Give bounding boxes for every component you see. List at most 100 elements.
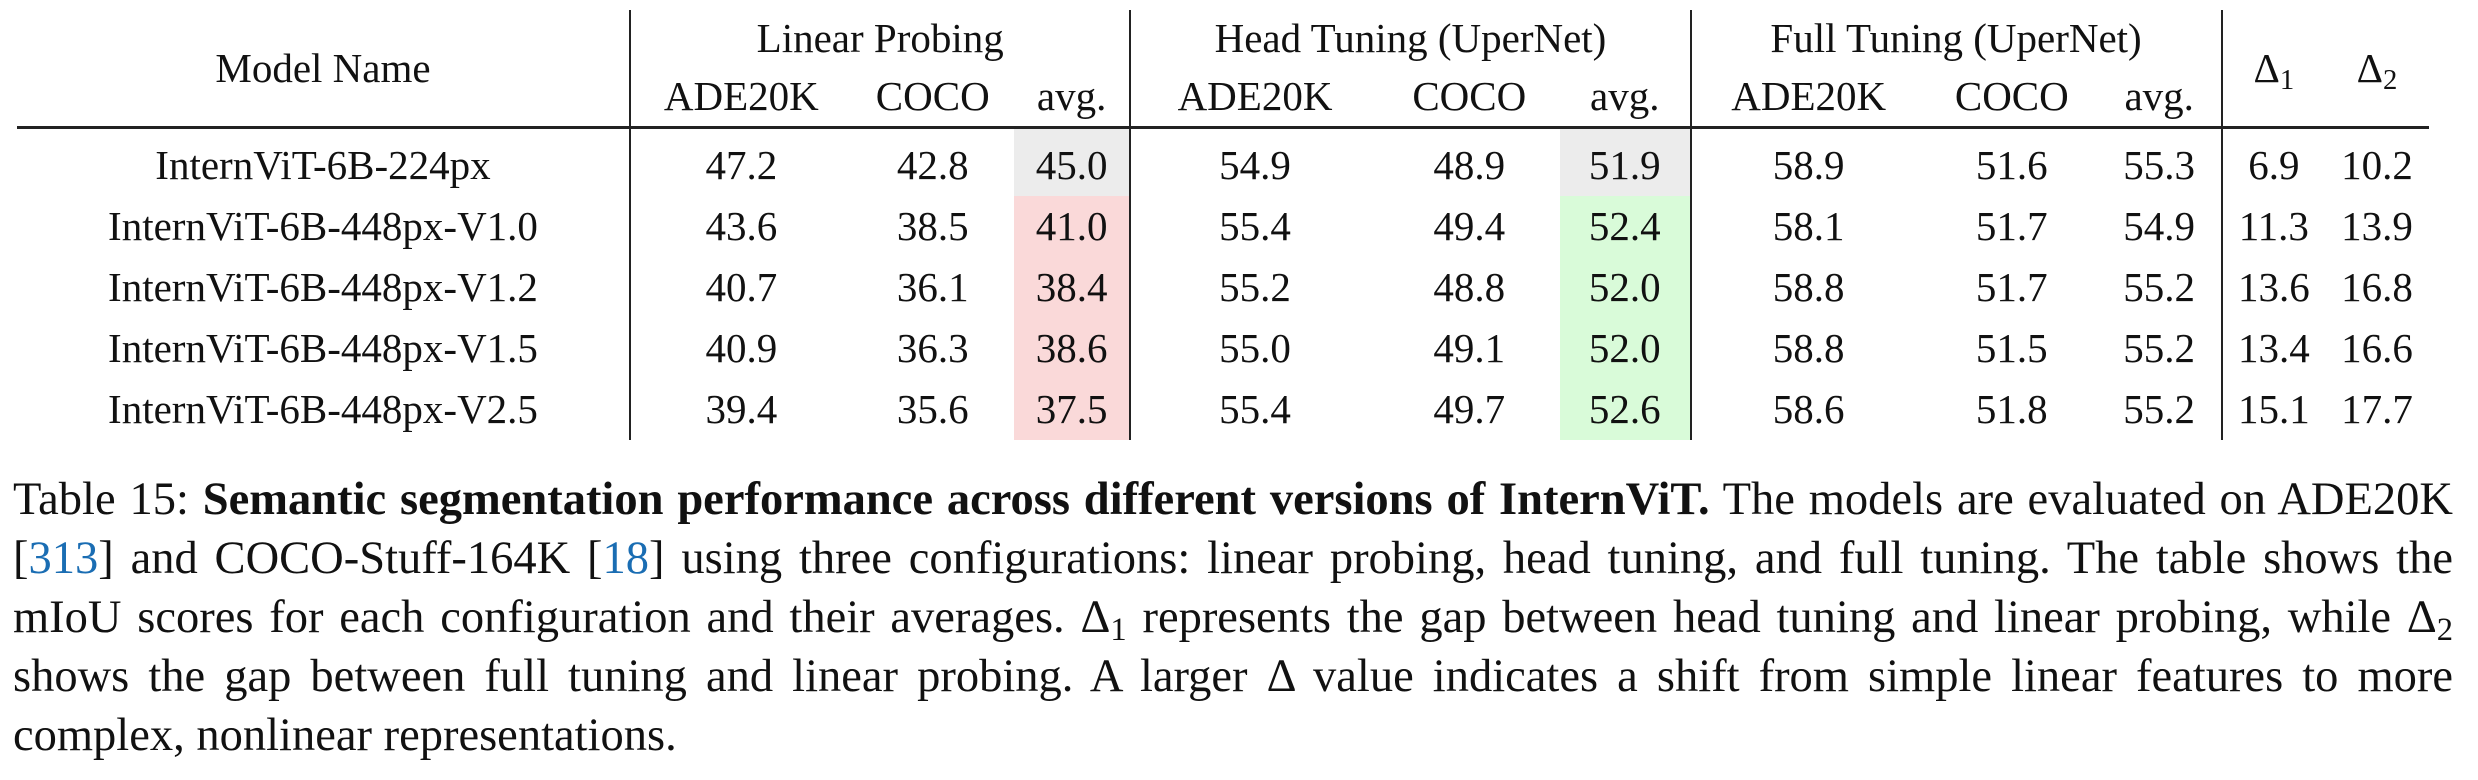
model-name-cell: InternViT-6B-448px-V1.5 xyxy=(17,318,631,379)
delta1-subscript: 1 xyxy=(2279,63,2295,96)
value-cell: 49.4 xyxy=(1433,203,1506,249)
value-cell: 55.2 xyxy=(1219,264,1291,310)
value-cell-baseline: 51.9 xyxy=(1559,127,1692,196)
citation-link[interactable]: 313 xyxy=(28,533,99,584)
delta1-cell: 15.1 xyxy=(2237,386,2310,432)
delta-symbol: Δ xyxy=(1080,592,1111,643)
value-cell-baseline: 45.0 xyxy=(1013,127,1132,196)
header-row-columns: ADE20K COCO avg. ADE20K COCO avg. ADE20K… xyxy=(17,67,2429,129)
table-caption: Table 15: Semantic segmentation performa… xyxy=(13,470,2453,765)
value-cell: 38.5 xyxy=(896,203,969,249)
table-row: InternViT-6B-448px-V1.2 40.7 36.1 38.4 5… xyxy=(17,257,2429,318)
value-cell: 55.2 xyxy=(2097,257,2223,318)
column-header-ft-avg: avg. xyxy=(2097,67,2223,129)
value-cell: 47.2 xyxy=(705,142,778,188)
delta2-subscript: 2 xyxy=(2383,63,2398,96)
value-cell-decrease: 41.0 xyxy=(1013,196,1132,257)
column-header-ht-ade20k: ADE20K xyxy=(1130,67,1379,129)
value-cell: 43.6 xyxy=(705,203,778,249)
value-cell: 40.7 xyxy=(705,264,778,310)
value-cell-decrease: 37.5 xyxy=(1013,379,1132,440)
value-cell-increase: 52.4 xyxy=(1559,196,1692,257)
table-row: InternViT-6B-448px-V1.5 40.9 36.3 38.6 5… xyxy=(17,318,2429,379)
table-row: InternViT-6B-448px-V2.5 39.4 35.6 37.5 5… xyxy=(17,379,2429,440)
value-cell: 48.9 xyxy=(1433,142,1506,188)
value-cell: 48.8 xyxy=(1433,264,1506,310)
column-header-ht-coco: COCO xyxy=(1378,67,1560,129)
delta2-cell: 10.2 xyxy=(2341,142,2413,188)
value-cell: 51.7 xyxy=(1975,264,2048,310)
group-header-full-tuning: Full Tuning (UperNet) xyxy=(1690,10,2223,67)
column-header-ht-avg: avg. xyxy=(1559,67,1692,129)
value-cell: 58.9 xyxy=(1772,142,1845,188)
caption-text: shows the gap between full tuning and li… xyxy=(13,651,1248,702)
value-cell: 58.1 xyxy=(1772,203,1845,249)
value-cell: 49.1 xyxy=(1433,325,1506,371)
delta-subscript: 1 xyxy=(1110,612,1127,649)
caption-text: represents the gap between head tuning a… xyxy=(1142,592,2392,643)
value-cell: 58.8 xyxy=(1772,325,1845,371)
caption-text: value indicates a shift from simple line… xyxy=(13,651,2454,761)
caption-text: ] and COCO-Stuff-164K [ xyxy=(98,533,603,584)
value-cell-decrease: 38.6 xyxy=(1013,318,1132,379)
delta1-symbol: Δ xyxy=(2253,44,2280,91)
value-cell: 55.2 xyxy=(2097,379,2223,440)
value-cell-increase: 52.0 xyxy=(1559,318,1692,379)
delta1-cell: 6.9 xyxy=(2248,142,2300,188)
value-cell-increase: 52.0 xyxy=(1559,257,1692,318)
delta1-header: Δ1 xyxy=(2221,10,2326,129)
delta2-cell: 17.7 xyxy=(2341,386,2413,432)
caption-text: ] using three configurations: linear pro… xyxy=(13,533,2453,643)
delta2-symbol: Δ xyxy=(2356,44,2384,91)
value-cell: 58.6 xyxy=(1772,386,1845,432)
caption-title: Semantic segmentation performance across… xyxy=(202,474,1710,525)
value-cell: 42.8 xyxy=(896,142,969,188)
delta-symbol: Δ xyxy=(2406,592,2437,643)
caption-text: The models are evaluated on ADE20K [ xyxy=(13,474,2453,584)
citation-link[interactable]: 18 xyxy=(602,533,650,584)
value-cell: 55.3 xyxy=(2097,127,2223,196)
column-header-lp-coco: COCO xyxy=(851,67,1014,129)
value-cell-decrease: 38.4 xyxy=(1013,257,1132,318)
results-table: Model Name Linear Probing Head Tuning (U… xyxy=(17,10,2429,440)
model-name-header: Model Name xyxy=(17,10,631,129)
delta-subscript: 2 xyxy=(2436,612,2454,649)
value-cell: 55.2 xyxy=(2097,318,2223,379)
group-header-linear-probing: Linear Probing xyxy=(629,10,1132,67)
table-row: InternViT-6B-224px 47.2 42.8 45.0 54.9 4… xyxy=(17,127,2429,196)
value-cell: 36.3 xyxy=(896,325,969,371)
model-name-cell: InternViT-6B-448px-V1.0 xyxy=(17,196,631,257)
value-cell: 51.5 xyxy=(1975,325,2048,371)
delta2-header: Δ2 xyxy=(2325,10,2429,129)
value-cell: 51.6 xyxy=(1975,142,2048,188)
column-header-ft-ade20k: ADE20K xyxy=(1690,67,1926,129)
delta2-cell: 16.8 xyxy=(2341,264,2413,310)
delta1-cell: 13.6 xyxy=(2237,264,2310,310)
value-cell: 51.7 xyxy=(1975,203,2048,249)
delta2-cell: 13.9 xyxy=(2341,203,2413,249)
delta1-cell: 13.4 xyxy=(2237,325,2310,371)
delta2-cell: 16.6 xyxy=(2341,325,2413,371)
value-cell: 55.4 xyxy=(1219,203,1291,249)
value-cell: 36.1 xyxy=(896,264,969,310)
model-name-cell: InternViT-6B-448px-V2.5 xyxy=(17,379,631,440)
value-cell: 49.7 xyxy=(1433,386,1506,432)
header-row-groups: Model Name Linear Probing Head Tuning (U… xyxy=(17,10,2429,129)
value-cell: 55.4 xyxy=(1219,386,1291,432)
value-cell: 55.0 xyxy=(1219,325,1291,371)
value-cell: 58.8 xyxy=(1772,264,1845,310)
value-cell: 54.9 xyxy=(1219,142,1291,188)
column-header-lp-avg: avg. xyxy=(1013,67,1132,129)
value-cell: 40.9 xyxy=(705,325,778,371)
value-cell: 39.4 xyxy=(705,386,778,432)
table-row: InternViT-6B-448px-V1.0 43.6 38.5 41.0 5… xyxy=(17,196,2429,257)
caption-label: Table 15: xyxy=(13,474,189,525)
column-header-lp-ade20k: ADE20K xyxy=(629,67,852,129)
model-name-cell: InternViT-6B-224px xyxy=(17,127,631,196)
value-cell-increase: 52.6 xyxy=(1559,379,1692,440)
delta1-cell: 11.3 xyxy=(2238,203,2309,249)
value-cell: 51.8 xyxy=(1975,386,2048,432)
value-cell: 35.6 xyxy=(896,386,969,432)
delta-symbol: Δ xyxy=(1266,651,1294,702)
